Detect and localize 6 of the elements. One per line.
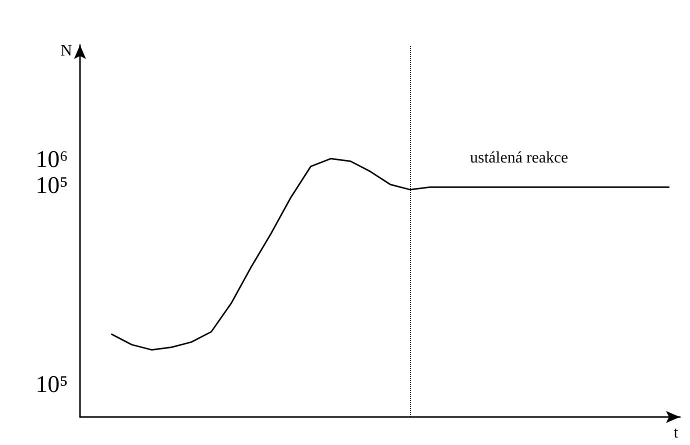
text: 10⁵ <box>36 173 68 199</box>
x-axis-title: t <box>674 424 679 442</box>
text: 10⁵ <box>36 372 68 398</box>
annotation: ustálená reakce <box>470 150 568 166</box>
text: 10⁶ <box>36 147 68 173</box>
text: N <box>60 42 72 60</box>
